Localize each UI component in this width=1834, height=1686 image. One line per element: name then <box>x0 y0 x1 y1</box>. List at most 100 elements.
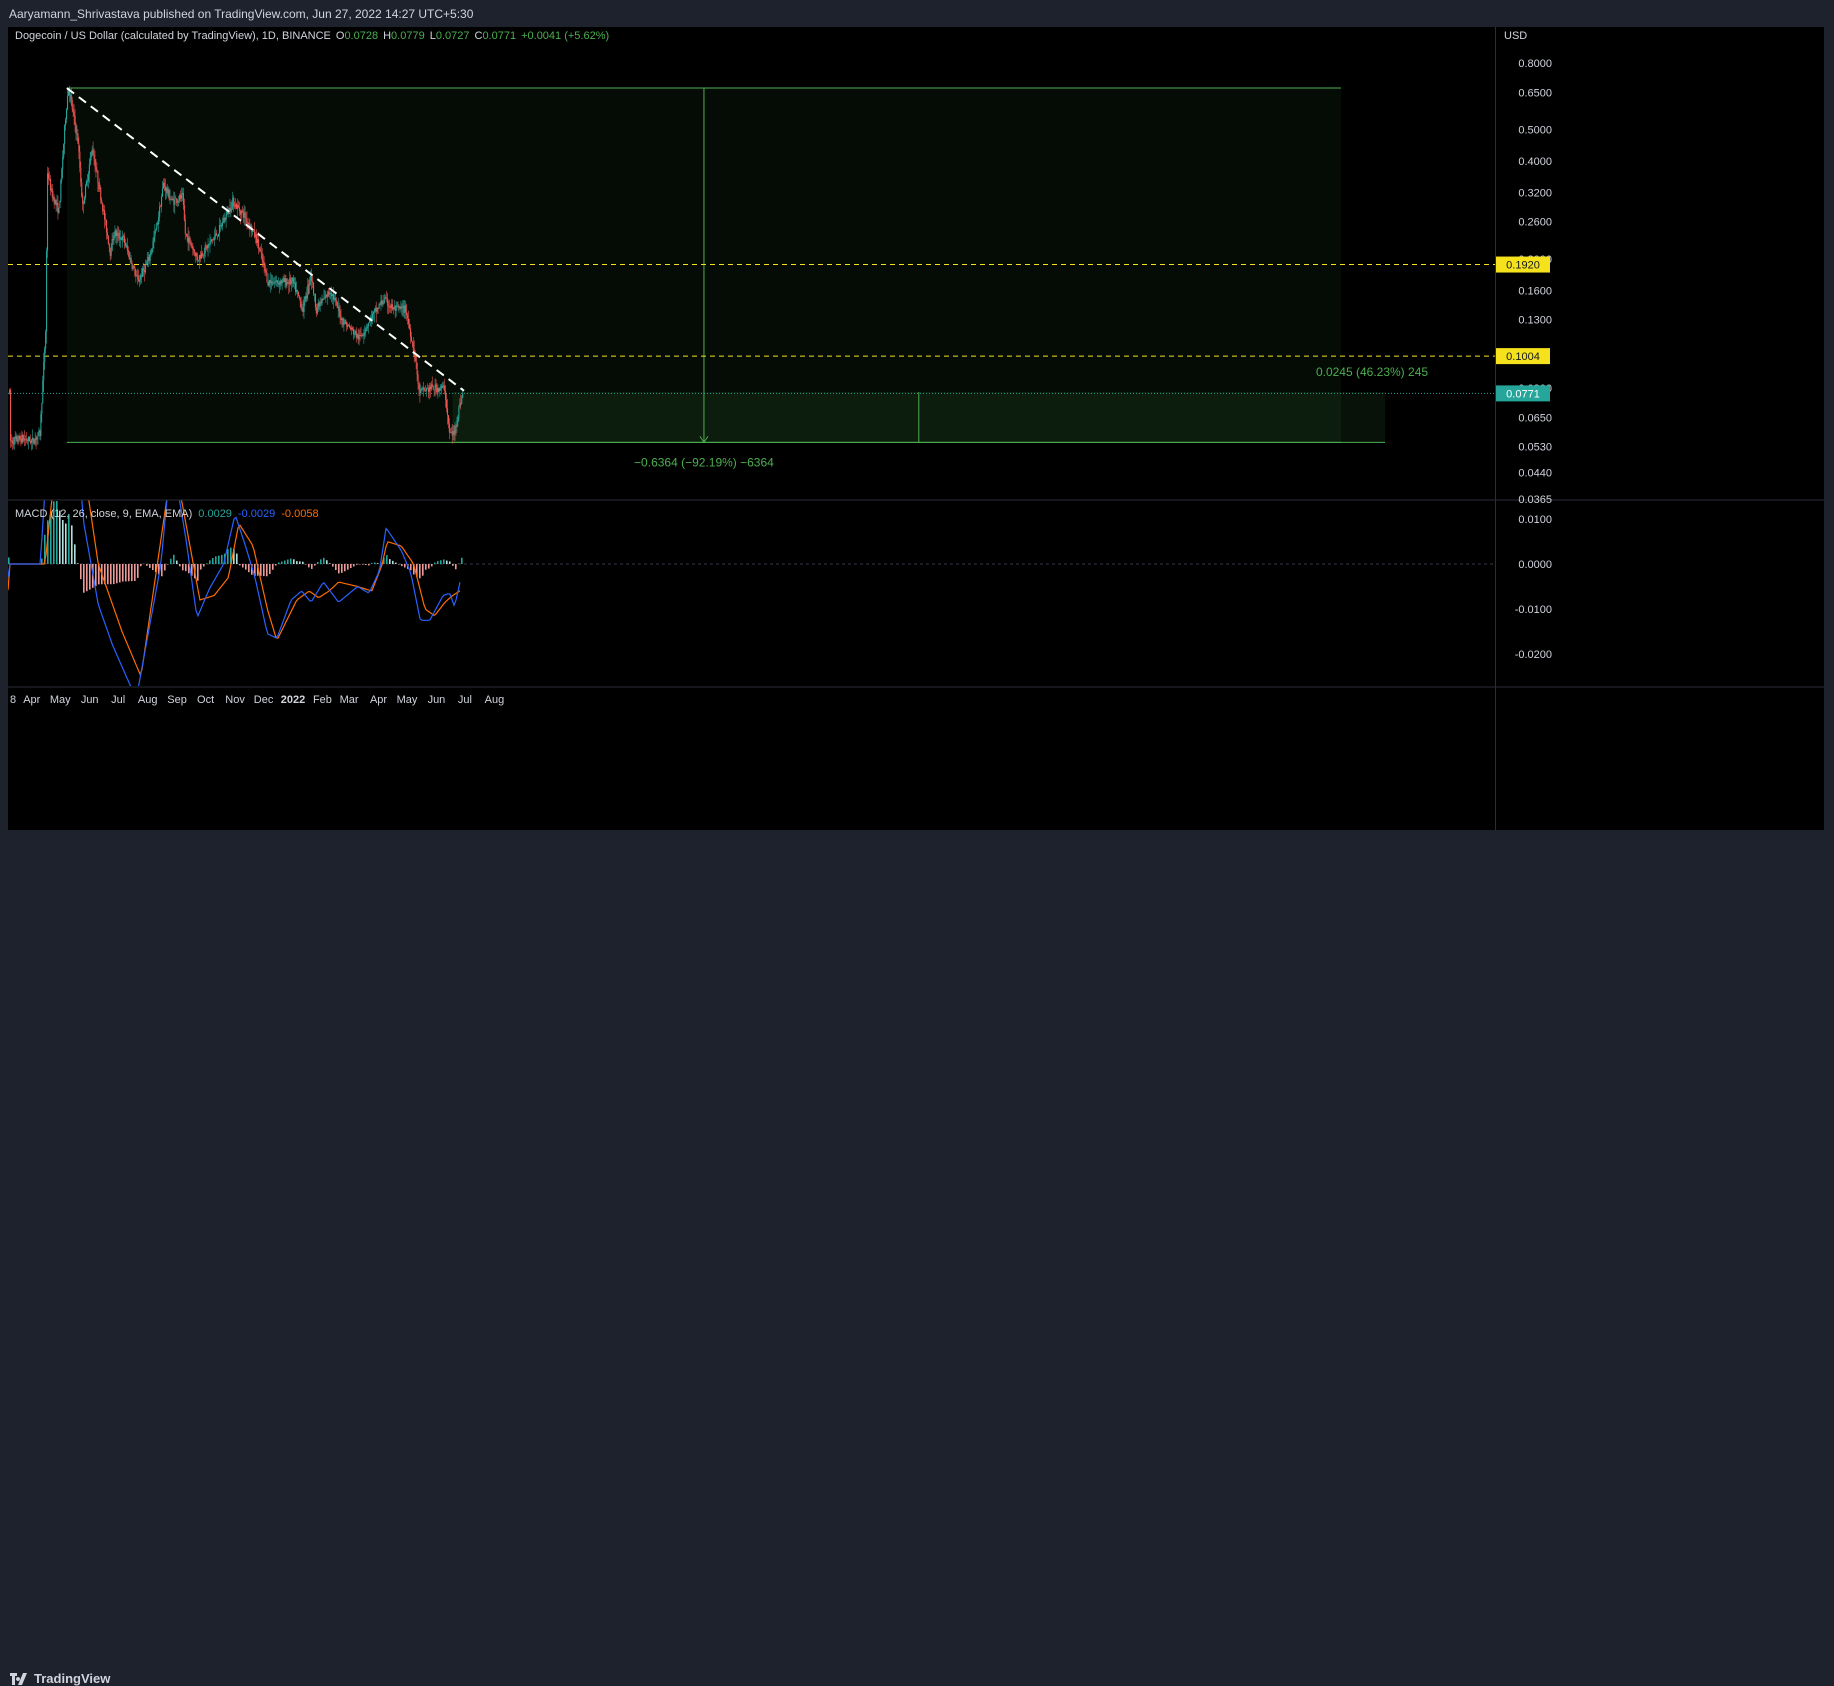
candle-body <box>157 222 159 225</box>
candle-body <box>328 291 330 295</box>
candle-body <box>362 335 364 336</box>
candle-body <box>356 333 358 338</box>
tradingview-brand: TradingView <box>34 1671 111 1686</box>
candle-body <box>327 291 329 297</box>
candle-body <box>312 281 314 283</box>
candle-body <box>337 306 339 309</box>
candle-body <box>456 420 458 428</box>
candle-body <box>443 385 445 387</box>
candle-body <box>76 133 78 135</box>
macd-legend-signal-value: -0.0058 <box>281 508 318 520</box>
candle-body <box>282 278 284 280</box>
macd-histogram-bar <box>113 564 115 585</box>
time-axis-label: Aug <box>138 694 158 706</box>
candle-body <box>56 203 58 205</box>
candle-body <box>66 109 68 120</box>
macd-histogram-bar <box>149 564 151 568</box>
candle-body <box>446 408 449 416</box>
price-axis-tick: 0.5000 <box>1518 124 1552 136</box>
candle-body <box>446 399 448 409</box>
candle-body <box>23 438 25 441</box>
candle-body <box>156 222 158 229</box>
macd-histogram-bar <box>461 557 463 564</box>
macd-histogram-bar <box>401 564 403 567</box>
macd-plot[interactable] <box>8 297 1495 699</box>
time-axis-label: Sep <box>167 694 187 706</box>
candle-body <box>67 87 69 97</box>
candle-body <box>214 236 216 238</box>
candle-body <box>232 197 234 203</box>
candle-body <box>386 297 388 299</box>
candle-body <box>313 282 315 294</box>
candle-body <box>139 279 141 282</box>
candle-body <box>423 387 425 390</box>
candle-body <box>166 187 168 194</box>
candle-body <box>218 233 220 237</box>
candle-body <box>239 210 241 215</box>
candle-body <box>358 335 360 340</box>
macd-histogram-bar <box>236 553 238 564</box>
candle-body <box>195 253 197 257</box>
candle-body <box>215 233 217 237</box>
candle-body <box>418 383 420 390</box>
macd-histogram-bar <box>260 564 262 576</box>
macd-histogram-bar <box>80 564 82 580</box>
macd-histogram-bar <box>158 564 160 575</box>
candles[interactable] <box>9 85 464 451</box>
macd-histogram-bar <box>176 560 178 564</box>
candle-body <box>248 223 250 226</box>
macd-histogram-bar <box>311 564 313 569</box>
macd-histogram-bar <box>383 557 385 564</box>
macd-histogram-bar <box>263 564 265 577</box>
candle-body <box>142 268 145 271</box>
candle-body <box>330 292 332 294</box>
candle-body <box>398 306 400 308</box>
candle-body <box>105 220 107 233</box>
macd-histogram-bar <box>146 564 148 566</box>
candle-body <box>85 185 87 198</box>
candle-body <box>371 313 373 321</box>
candle-body <box>425 390 427 392</box>
candle-body <box>72 108 74 112</box>
candle-body <box>399 306 401 309</box>
candle-body <box>414 354 416 357</box>
candle-body <box>12 442 14 445</box>
macd-histogram-bar <box>164 564 166 571</box>
candle-body <box>417 374 419 384</box>
candle-body <box>267 282 269 286</box>
macd-histogram-bar <box>98 564 100 585</box>
time-axis-label: 8 <box>10 694 16 706</box>
macd-legend-label: MACD (12, 26, close, 9, EMA, EMA) <box>15 508 192 520</box>
macd-histogram-bar <box>434 562 436 564</box>
chart-frame[interactable]: −0.6364 (−92.19%) −6364 0.0245 (46.23%) 2… <box>8 27 1824 830</box>
candle-body <box>310 275 312 280</box>
candle-body <box>92 149 94 156</box>
candle-body <box>461 398 463 404</box>
candle-body <box>391 304 393 310</box>
chart-canvas[interactable]: −0.6364 (−92.19%) −6364 0.0245 (46.23%) 2… <box>8 27 1824 830</box>
candle-body <box>272 283 274 285</box>
candle-body <box>420 388 422 394</box>
macd-pane[interactable] <box>8 297 1495 699</box>
candle-body <box>81 182 83 196</box>
candle-body <box>313 293 316 295</box>
legend-close-label: C <box>474 30 482 42</box>
candle-body <box>53 197 55 204</box>
candle-body <box>264 264 266 271</box>
candle-body <box>83 203 85 205</box>
price-pane[interactable]: −0.6364 (−92.19%) −6364 0.0245 (46.23%) 2… <box>8 27 1824 830</box>
macd-histogram-bar <box>341 564 343 573</box>
candle-body <box>231 202 233 210</box>
price-axis-tick: 0.0365 <box>1518 494 1552 506</box>
candle-body <box>33 442 35 444</box>
candle-body <box>212 239 214 241</box>
macd-axis-tick: 0.0100 <box>1518 514 1552 526</box>
candle-body <box>246 218 248 223</box>
macd-legend-macd-value: -0.0029 <box>238 508 275 520</box>
macd-histogram-bar <box>185 564 187 572</box>
candle-body <box>80 167 82 183</box>
macd-histogram-bar <box>242 564 244 568</box>
candle-body <box>187 236 189 244</box>
candle-body <box>409 328 411 337</box>
time-axis-label: Dec <box>254 694 274 706</box>
